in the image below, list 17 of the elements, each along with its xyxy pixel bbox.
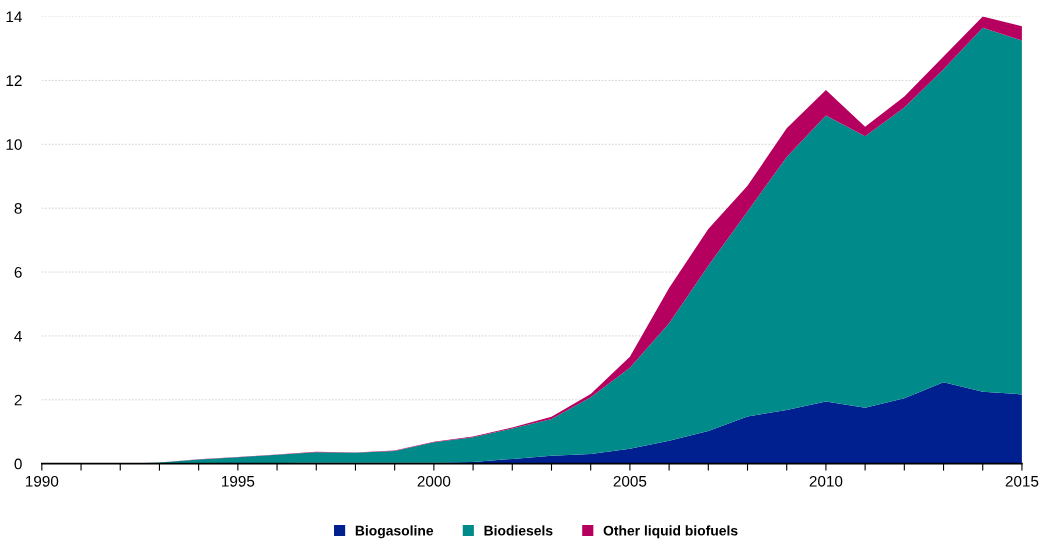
y-tick-label: 12 [6,75,22,86]
legend-label: Biodiesels [484,525,553,536]
y-tick-label: 14 [6,11,22,23]
y-tick-label: 0 [14,458,22,470]
x-tick-label: 1995 [222,475,255,487]
legend-label: Biogasoline [355,525,434,539]
x-tick-label: 2000 [417,475,451,487]
y-tick-label: 2 [14,394,22,406]
legend-label: Other liquid biofuels [603,525,738,539]
x-tick-label: 2015 [1005,475,1039,487]
y-tick-label: 4 [14,330,22,342]
y-tick-label: 8 [14,203,22,214]
y-tick-label: 6 [14,266,22,278]
x-tick-label: 2005 [613,475,647,487]
x-tick-label: 1990 [26,475,59,487]
y-tick-label: 10 [6,139,22,150]
x-tick-label: 2010 [809,475,843,487]
